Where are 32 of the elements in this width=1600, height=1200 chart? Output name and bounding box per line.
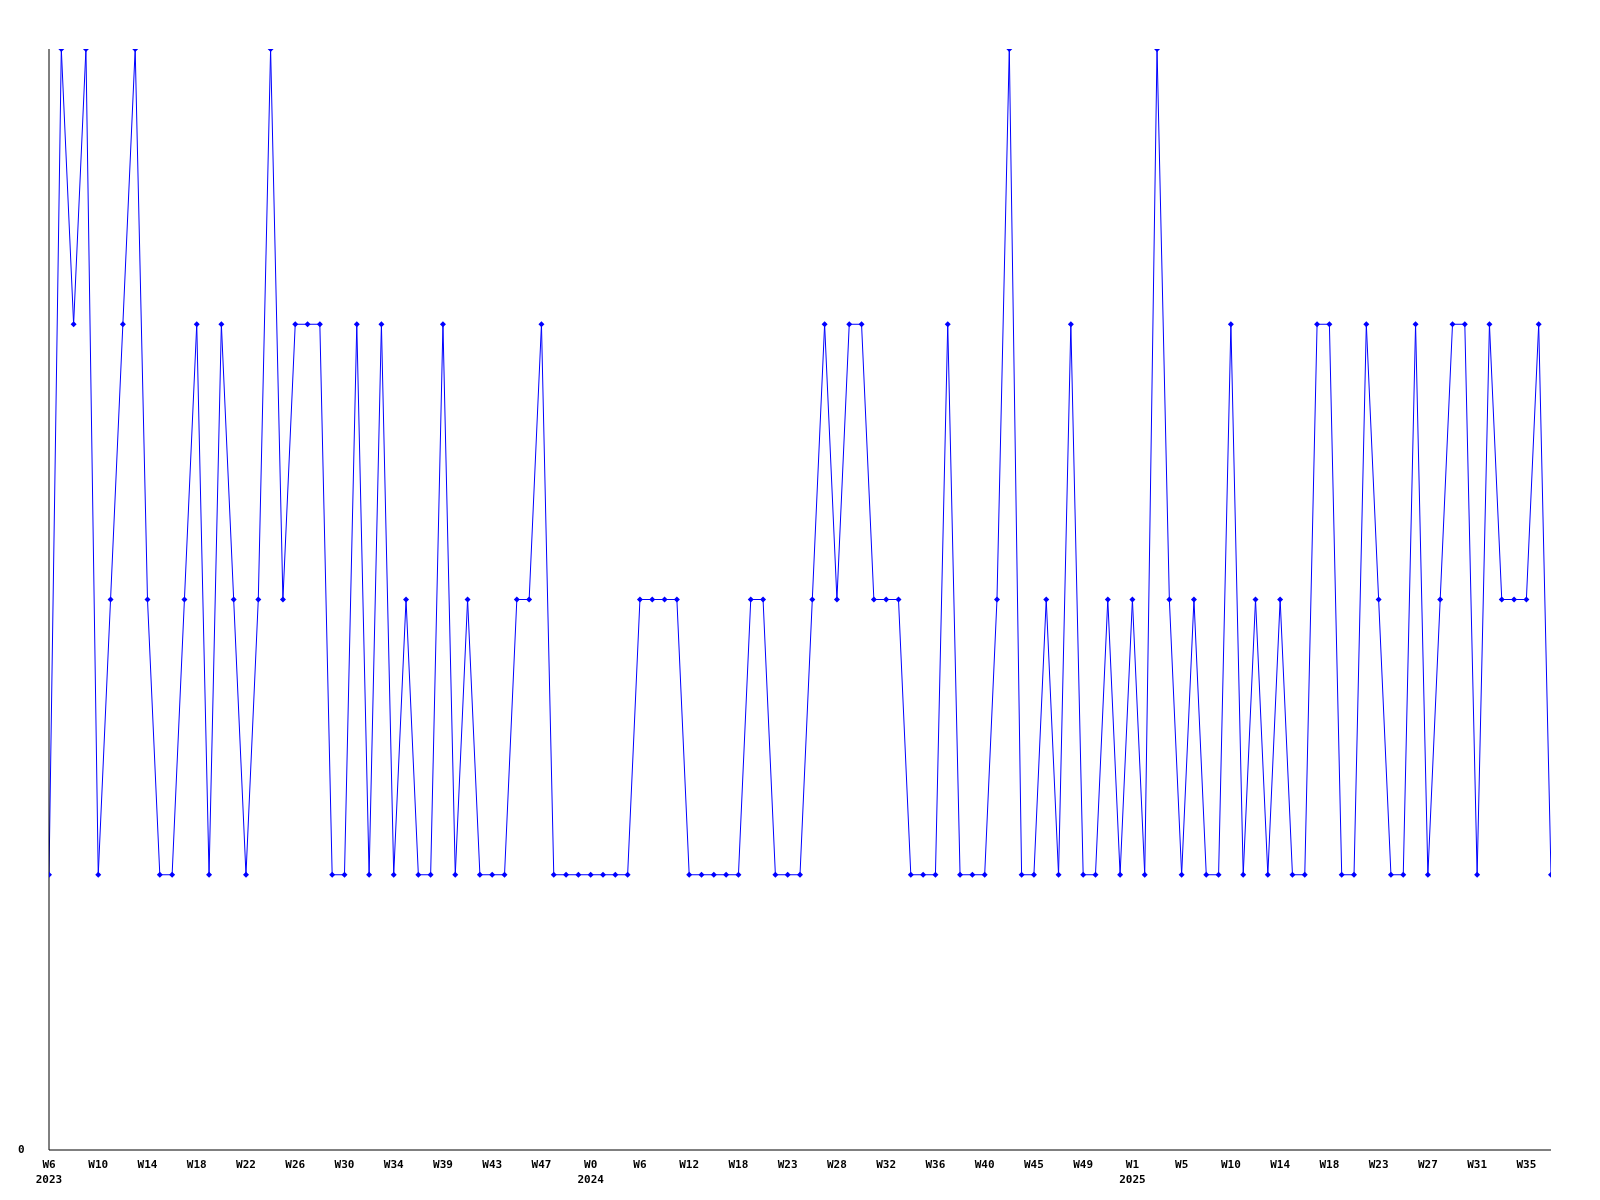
x-tick-label: W10	[1220, 1158, 1241, 1171]
x-tick-label: W18	[728, 1158, 749, 1171]
x-tick-label: W45	[1023, 1158, 1044, 1171]
x-tick-label: W0 2024	[577, 1158, 605, 1186]
x-tick-label: W47	[531, 1158, 552, 1171]
x-tick-label: W12	[679, 1158, 700, 1171]
x-tick-label: W18	[1319, 1158, 1340, 1171]
x-tick-label: W6	[633, 1158, 647, 1171]
x-tick-label: W14	[1270, 1158, 1291, 1171]
x-tick-label: W39	[433, 1158, 453, 1171]
x-tick-label: W5	[1175, 1158, 1189, 1171]
x-tick-label: W35	[1516, 1158, 1537, 1171]
x-tick-label: W30	[334, 1158, 355, 1171]
x-tick-label: W10	[88, 1158, 109, 1171]
x-tick-label: W27	[1417, 1158, 1438, 1171]
x-tick-label: W31	[1467, 1158, 1488, 1171]
x-tick-label: W14	[137, 1158, 158, 1171]
x-tick-label: W36	[925, 1158, 946, 1171]
x-tick-label: W22	[236, 1158, 256, 1171]
x-tick-label: W18	[186, 1158, 207, 1171]
x-tick-label: W26	[285, 1158, 306, 1171]
x-tick-label: W34	[383, 1158, 405, 1171]
x-tick-label: W32	[876, 1158, 897, 1171]
x-tick-label: W28	[827, 1158, 847, 1171]
x-tick-label: W40	[974, 1158, 995, 1171]
x-tick-label: W49	[1073, 1158, 1094, 1171]
text: 0	[18, 1143, 25, 1156]
x-tick-label: W1 2025	[1119, 1158, 1146, 1186]
x-tick-label: W6 2023	[35, 1158, 63, 1186]
x-tick-label: W23	[777, 1158, 798, 1171]
x-tick-label: W23	[1368, 1158, 1389, 1171]
x-tick-label: W43	[482, 1158, 503, 1171]
